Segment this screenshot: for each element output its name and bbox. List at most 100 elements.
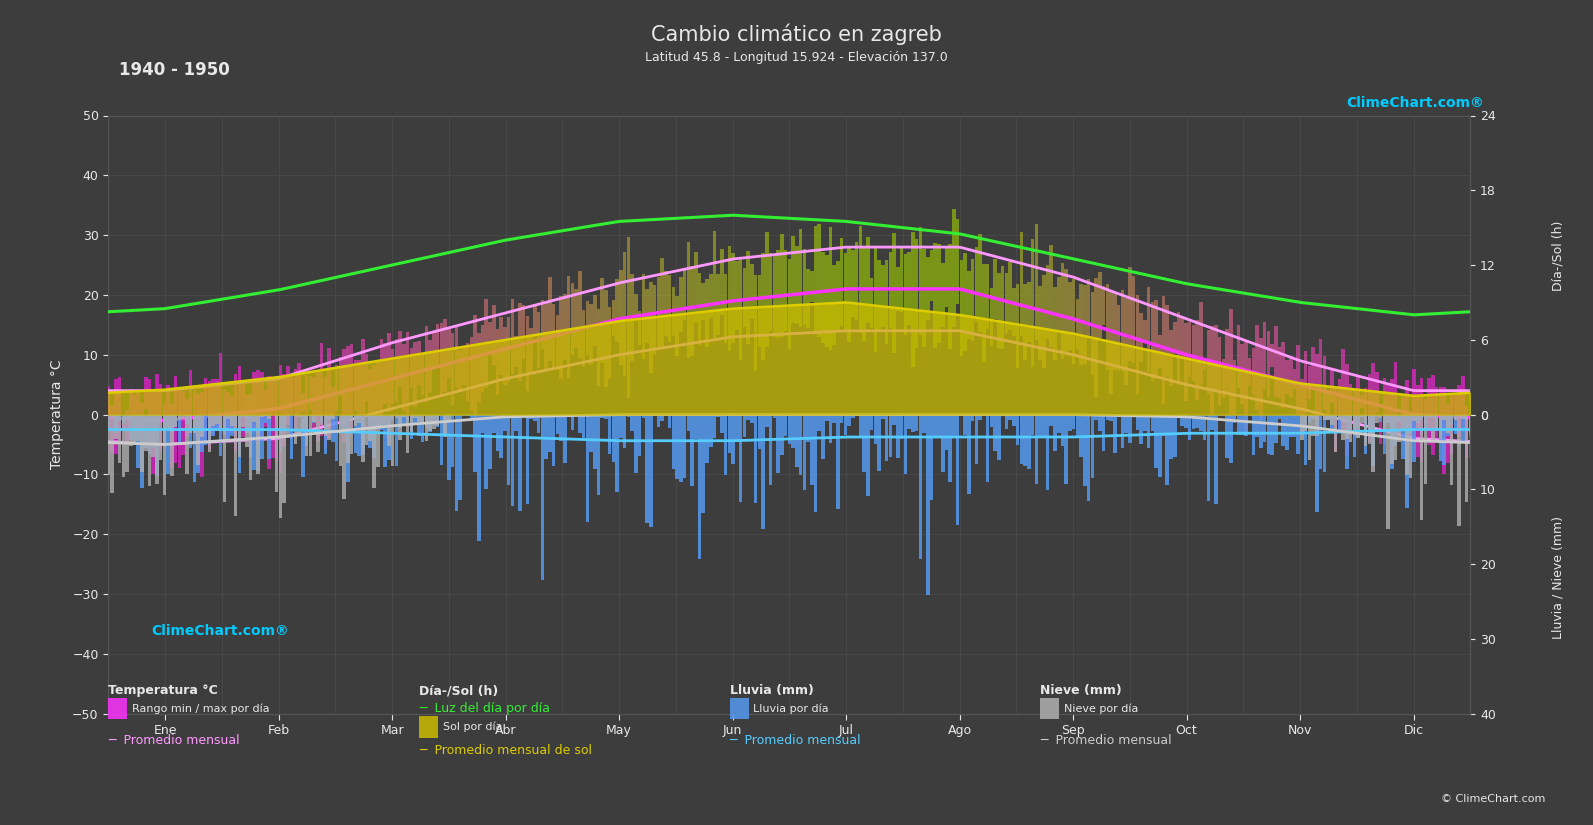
- Bar: [1311, 346, 1314, 389]
- Bar: [1289, 356, 1292, 398]
- Bar: [978, 234, 981, 332]
- Bar: [327, 414, 331, 441]
- Bar: [675, 296, 679, 356]
- Bar: [1424, 399, 1427, 429]
- Bar: [1413, 414, 1416, 421]
- Bar: [196, 394, 199, 464]
- Bar: [1128, 266, 1131, 361]
- Bar: [362, 414, 365, 455]
- Bar: [229, 414, 234, 436]
- Bar: [623, 414, 626, 448]
- Bar: [331, 414, 335, 442]
- Bar: [1064, 414, 1067, 483]
- Bar: [373, 365, 376, 422]
- Bar: [1206, 414, 1211, 502]
- Bar: [867, 414, 870, 496]
- Bar: [132, 414, 137, 441]
- Bar: [1322, 414, 1327, 473]
- Bar: [769, 414, 773, 484]
- Bar: [822, 252, 825, 343]
- Bar: [1408, 414, 1413, 434]
- Bar: [1308, 414, 1311, 460]
- Bar: [166, 384, 170, 425]
- Bar: [398, 414, 401, 440]
- Bar: [1286, 414, 1289, 450]
- Bar: [750, 264, 753, 318]
- Bar: [298, 363, 301, 417]
- Bar: [1308, 414, 1311, 423]
- Bar: [342, 414, 346, 499]
- Bar: [983, 264, 986, 362]
- Bar: [892, 233, 895, 352]
- Bar: [578, 414, 581, 433]
- Bar: [1117, 304, 1120, 371]
- Bar: [1106, 285, 1109, 370]
- Bar: [260, 414, 263, 460]
- Bar: [873, 414, 878, 444]
- Bar: [833, 265, 836, 345]
- Text: ClimeChart.com®: ClimeChart.com®: [151, 625, 288, 638]
- Bar: [301, 414, 304, 431]
- Bar: [750, 414, 753, 423]
- Bar: [470, 414, 473, 420]
- Bar: [593, 414, 596, 469]
- Bar: [908, 252, 911, 325]
- Bar: [451, 414, 454, 468]
- Bar: [245, 414, 249, 447]
- Bar: [597, 309, 601, 386]
- Bar: [573, 289, 578, 347]
- Bar: [1344, 364, 1349, 455]
- Bar: [148, 379, 151, 446]
- Bar: [320, 414, 323, 425]
- Bar: [1233, 414, 1236, 423]
- Bar: [140, 414, 143, 472]
- Bar: [459, 350, 462, 391]
- Bar: [723, 414, 728, 475]
- Bar: [387, 414, 390, 460]
- Bar: [840, 238, 843, 326]
- Bar: [945, 414, 948, 450]
- Bar: [683, 414, 687, 478]
- Bar: [609, 308, 612, 379]
- Bar: [1360, 414, 1364, 417]
- Bar: [806, 414, 809, 442]
- Bar: [529, 414, 534, 419]
- Bar: [223, 414, 226, 436]
- Bar: [709, 275, 712, 318]
- Bar: [967, 271, 970, 339]
- Bar: [1386, 383, 1389, 423]
- Text: ─  Promedio mensual: ─ Promedio mensual: [1040, 733, 1172, 747]
- Bar: [271, 378, 274, 458]
- Bar: [507, 317, 510, 382]
- Bar: [448, 414, 451, 479]
- Bar: [245, 394, 249, 428]
- Bar: [1431, 414, 1435, 442]
- Bar: [312, 414, 315, 423]
- Bar: [825, 255, 828, 347]
- Bar: [448, 329, 451, 378]
- Bar: [578, 271, 581, 357]
- Bar: [309, 414, 312, 455]
- Bar: [1188, 322, 1192, 376]
- Bar: [926, 414, 930, 595]
- Bar: [1316, 414, 1319, 512]
- Bar: [859, 226, 862, 333]
- Bar: [1352, 414, 1356, 435]
- Bar: [1102, 414, 1106, 450]
- Bar: [137, 414, 140, 441]
- Bar: [237, 414, 241, 474]
- Bar: [1408, 414, 1413, 478]
- Bar: [241, 384, 245, 437]
- Bar: [822, 414, 825, 459]
- Bar: [166, 414, 170, 474]
- Bar: [1405, 414, 1408, 474]
- Bar: [551, 304, 556, 370]
- Bar: [1211, 326, 1214, 415]
- Bar: [1405, 380, 1408, 452]
- Bar: [1327, 414, 1330, 420]
- Bar: [162, 414, 166, 494]
- Bar: [1466, 414, 1469, 502]
- Bar: [282, 414, 287, 502]
- Bar: [365, 414, 368, 445]
- Bar: [212, 380, 215, 435]
